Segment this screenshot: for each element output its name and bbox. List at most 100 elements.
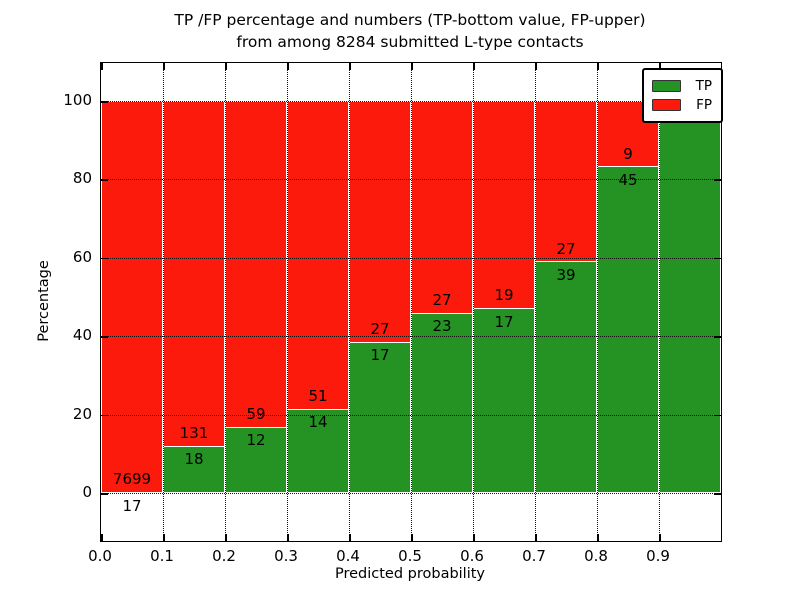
y-tick-label: 60 xyxy=(72,247,92,266)
fp-count-label: 27 xyxy=(556,239,576,258)
bar-segment-fp xyxy=(349,101,411,342)
x-tick-mark-top xyxy=(163,63,165,70)
x-tick-label: 0.7 xyxy=(522,547,546,565)
x-tick-mark xyxy=(225,534,227,541)
x-tick-mark-top xyxy=(535,63,537,70)
vertical-gridline xyxy=(349,63,350,541)
x-tick-label: 0.0 xyxy=(88,547,112,565)
vertical-gridline xyxy=(473,63,474,541)
x-tick-mark-top xyxy=(101,63,103,70)
bar-segment-tp xyxy=(163,445,225,493)
y-tick-label: 20 xyxy=(72,404,92,423)
x-tick-mark-top xyxy=(287,63,289,70)
y-tick-mark-right xyxy=(714,493,721,495)
y-tick-mark-right xyxy=(714,414,721,417)
y-tick-mark xyxy=(101,493,108,495)
legend-label-fp: FP xyxy=(696,96,712,113)
bar-segment-fp xyxy=(225,101,287,427)
x-tick-mark xyxy=(597,534,599,541)
fp-count-label: 9 xyxy=(623,144,633,163)
x-tick-label: 0.5 xyxy=(398,547,422,565)
tp-count-label: 17 xyxy=(370,346,390,365)
vertical-gridline xyxy=(535,63,536,541)
y-tick-label: 100 xyxy=(63,91,92,109)
x-tick-mark xyxy=(411,534,413,541)
y-tick-mark xyxy=(101,414,108,417)
y-tick-label: 40 xyxy=(72,326,92,345)
fp-count-label: 7699 xyxy=(112,470,152,489)
tp-count-label: 17 xyxy=(494,312,514,331)
fp-count-label: 131 xyxy=(179,423,209,442)
bar-segment-tp xyxy=(473,307,535,493)
x-tick-mark-top xyxy=(659,63,661,70)
y-tick-mark-right xyxy=(714,179,721,181)
x-tick-mark-top xyxy=(225,63,227,70)
fp-count-label: 59 xyxy=(246,405,266,424)
vertical-gridline xyxy=(287,63,288,541)
tp-count-label: 18 xyxy=(184,450,204,469)
x-tick-mark-top xyxy=(349,63,351,70)
fp-color-swatch xyxy=(652,98,681,111)
x-tick-mark xyxy=(535,534,537,541)
x-tick-label: 0.4 xyxy=(336,547,360,565)
tp-count-label: 14 xyxy=(308,413,328,432)
chart-title-line1: TP /FP percentage and numbers (TP-bottom… xyxy=(174,11,646,29)
x-tick-mark xyxy=(659,534,661,541)
bar-segment-tp xyxy=(597,166,659,493)
x-tick-label: 0.9 xyxy=(646,547,670,565)
vertical-gridline xyxy=(163,63,164,541)
x-tick-mark xyxy=(473,534,475,541)
bar-segment-fp xyxy=(535,101,597,262)
x-tick-label: 0.2 xyxy=(212,547,236,565)
tp-count-label: 45 xyxy=(618,170,638,189)
x-tick-mark-top xyxy=(411,63,413,70)
tp-color-swatch xyxy=(652,79,681,92)
bar-segment-fp xyxy=(287,101,349,409)
legend: TP FP xyxy=(642,68,723,123)
y-tick-label: 0 xyxy=(82,483,92,501)
tp-count-label: 12 xyxy=(246,431,266,450)
bar-segment-fp xyxy=(163,101,225,446)
vertical-gridline xyxy=(225,63,226,541)
y-tick-mark xyxy=(101,101,108,103)
tp-count-label: 17 xyxy=(122,496,142,515)
fp-count-label: 27 xyxy=(432,291,452,310)
vertical-gridline xyxy=(597,63,598,541)
chart-title-line2: from among 8284 submitted L-type contact… xyxy=(236,33,584,51)
y-tick-mark xyxy=(101,179,108,181)
y-tick-mark-right xyxy=(714,336,721,338)
bar-segment-tp xyxy=(535,261,597,493)
fp-count-label: 27 xyxy=(370,319,390,338)
legend-label-tp: TP xyxy=(695,77,712,94)
y-tick-mark xyxy=(101,257,108,260)
bar-segment-tp xyxy=(659,101,721,493)
x-tick-mark-top xyxy=(597,63,599,70)
x-axis-label: Predicted probability xyxy=(334,566,486,582)
x-tick-label: 0.1 xyxy=(150,547,174,565)
bar-segment-fp xyxy=(411,101,473,313)
x-tick-mark xyxy=(287,534,289,541)
x-tick-label: 0.6 xyxy=(460,547,484,565)
x-tick-mark xyxy=(101,534,103,541)
fp-count-label: 19 xyxy=(494,286,514,305)
x-tick-label: 0.8 xyxy=(584,547,608,565)
x-tick-mark xyxy=(163,534,165,541)
x-tick-label: 0.3 xyxy=(274,547,298,565)
legend-item-tp: TP xyxy=(652,76,712,95)
vertical-gridline xyxy=(411,63,412,541)
x-tick-mark-top xyxy=(473,63,475,70)
bar-segment-tp xyxy=(349,341,411,493)
x-tick-mark xyxy=(349,534,351,541)
y-tick-mark-right xyxy=(714,257,721,260)
y-tick-mark xyxy=(101,336,108,338)
vertical-gridline xyxy=(659,63,660,541)
tp-count-label: 39 xyxy=(556,265,576,284)
tp-count-label: 23 xyxy=(432,317,452,336)
bar-segment-fp xyxy=(101,101,163,493)
legend-item-fp: FP xyxy=(652,95,712,114)
bar-segment-fp xyxy=(473,101,535,308)
bar-segment-tp xyxy=(287,408,349,493)
plot-area: TP FP 7699 17 131 18 59 12 51 14 27 17 27 23 19 17 27 3… xyxy=(100,62,723,542)
bar-segment-tp xyxy=(411,312,473,493)
